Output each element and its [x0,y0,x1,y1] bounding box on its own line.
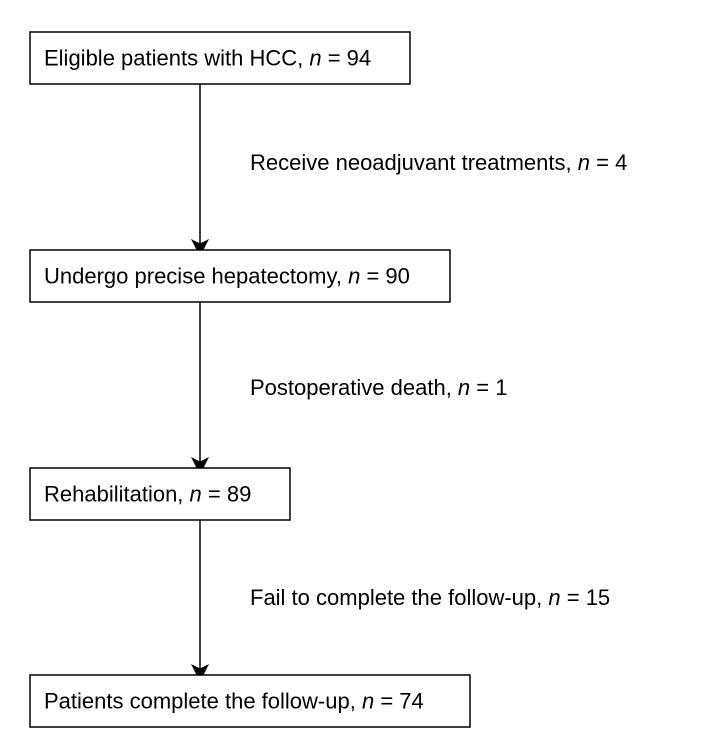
flow-node-n3: Rehabilitation, n = 89 [30,468,290,520]
flow-node-n2: Undergo precise hepatectomy, n = 90 [30,250,450,302]
flow-node-n1: Eligible patients with HCC, n = 94 [30,32,410,84]
flow-side-label-e2: Postoperative death, n = 1 [250,375,507,400]
flow-side-label-e1: Receive neoadjuvant treatments, n = 4 [250,150,627,175]
flow-side-label-e3: Fail to complete the follow-up, n = 15 [250,585,610,610]
node-label: Undergo precise hepatectomy, n = 90 [44,264,410,289]
side-text-layer: Receive neoadjuvant treatments, n = 4 Pos… [250,150,627,610]
node-label: Patients complete the follow-up, n = 74 [44,689,424,714]
node-label: Rehabilitation, n = 89 [44,482,251,507]
flowchart: Eligible patients with HCC, n = 94 Underg… [0,0,717,743]
flow-node-n4: Patients complete the follow-up, n = 74 [30,675,470,727]
node-label: Eligible patients with HCC, n = 94 [44,46,371,71]
